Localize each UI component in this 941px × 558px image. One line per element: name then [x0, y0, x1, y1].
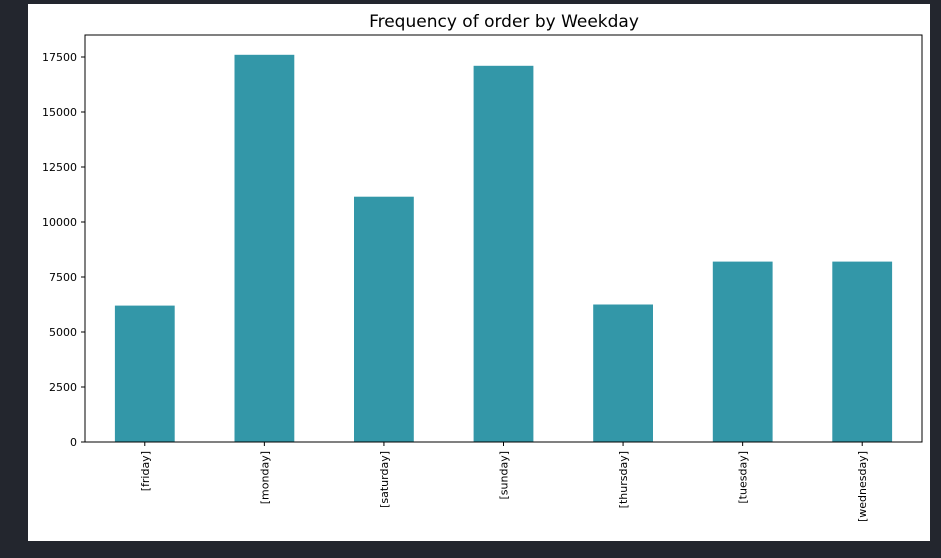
- bar-6: [832, 261, 893, 442]
- x-tick-label-0: [friday]: [139, 451, 152, 491]
- y-tick-label-5: 12500: [42, 161, 77, 174]
- y-tick-label-1: 2500: [49, 381, 77, 394]
- bar-chart: Frequency of order by Weekday 0 2500 5000 7…: [42, 12, 923, 522]
- x-tick-label-5: [tuesday]: [737, 451, 750, 504]
- bars-group: [114, 54, 893, 443]
- bar-1: [234, 54, 295, 443]
- y-tick-label-0: 0: [70, 436, 77, 449]
- chart-title: Frequency of order by Weekday: [369, 12, 639, 32]
- x-tick-label-3: [sunday]: [498, 451, 511, 500]
- chart-panel: Frequency of order by Weekday 0 2500 5000 7…: [28, 4, 930, 541]
- bar-2: [354, 196, 414, 442]
- plot-frame: [84, 34, 923, 443]
- y-tick-label-3: 7500: [49, 271, 77, 284]
- y-axis: 0 2500 5000 7500 10000 12500 15000 17500: [42, 51, 85, 449]
- bar-0: [114, 305, 175, 442]
- x-tick-label-2: [saturday]: [378, 451, 391, 508]
- bar-4: [593, 304, 653, 442]
- x-tick-label-6: [wednesday]: [856, 451, 869, 522]
- x-tick-label-4: [thursday]: [617, 451, 630, 508]
- bar-3: [473, 65, 534, 443]
- y-tick-label-6: 15000: [42, 106, 77, 119]
- y-tick-label-2: 5000: [49, 326, 77, 339]
- y-tick-label-7: 17500: [42, 51, 77, 64]
- bar-5: [712, 261, 773, 442]
- y-tick-label-4: 10000: [42, 216, 77, 229]
- x-tick-label-1: [monday]: [258, 451, 271, 504]
- x-axis: [friday] [monday] [saturday] [sunday] [thurs…: [139, 442, 869, 522]
